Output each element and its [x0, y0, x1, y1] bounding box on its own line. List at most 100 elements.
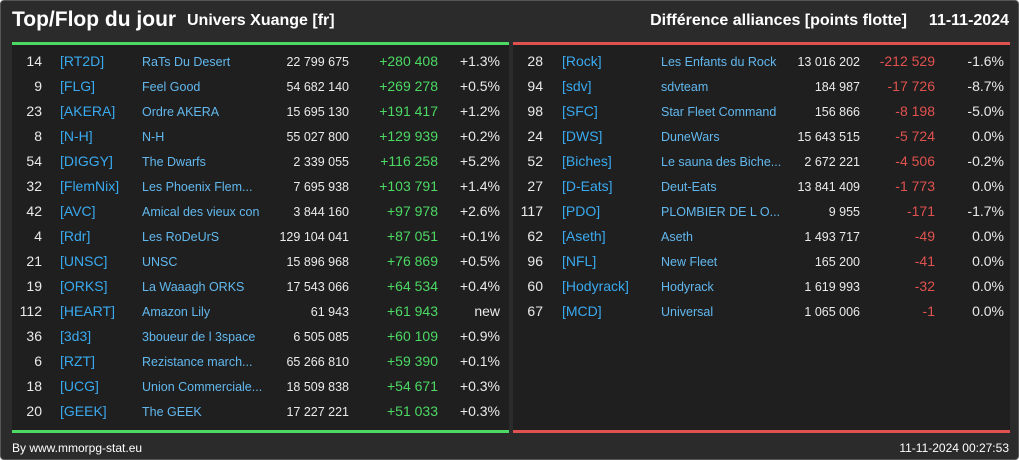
alliance-tag-link[interactable]: [HEART]	[60, 303, 115, 319]
alliance-name-link[interactable]: Hodyrack	[661, 280, 714, 294]
rank-cell: 32	[26, 178, 42, 194]
points-cell: 165 200	[814, 255, 860, 269]
alliance-tag-link[interactable]: [FLG]	[60, 78, 96, 94]
alliance-tag-link[interactable]: [N-H]	[60, 128, 93, 144]
percent-cell: -1.6%	[967, 53, 1004, 69]
points-cell: 61 943	[310, 305, 349, 319]
alliance-tag-link[interactable]: [D-Eats]	[562, 178, 613, 194]
points-cell: 3 844 160	[293, 205, 349, 219]
alliance-name-link[interactable]: RaTs Du Desert	[142, 55, 231, 69]
rank-cell: 14	[26, 53, 42, 69]
rank-cell: 52	[527, 153, 543, 169]
alliance-name-link[interactable]: Feel Good	[142, 80, 201, 94]
percent-cell: +0.3%	[459, 403, 500, 419]
alliance-tag-link[interactable]: [Aseth]	[562, 228, 606, 244]
alliance-tag-link[interactable]: [UCG]	[60, 378, 99, 394]
table-row: 18 [UCG] Union Commerciale... 18 509 838 +54…	[12, 374, 509, 399]
alliance-name-link[interactable]: Le sauna des Biche...	[661, 155, 782, 169]
alliance-name-link[interactable]: Star Fleet Command	[661, 105, 777, 119]
table-row: 14 [RT2D] RaTs Du Desert 22 799 675 +280 408…	[12, 49, 509, 74]
difference-cell: +76 869	[387, 253, 438, 269]
alliance-tag-link[interactable]: [ORKS]	[60, 278, 108, 294]
table-row: 20 [GEEK] The GEEK 17 227 221 +51 033 +0.3%	[12, 399, 509, 424]
alliance-tag-link[interactable]: [AVC]	[60, 203, 96, 219]
alliance-tag-link[interactable]: [Rock]	[562, 53, 602, 69]
alliance-name-link[interactable]: The Dwarfs	[142, 155, 206, 169]
points-cell: 1 619 993	[804, 280, 860, 294]
alliance-tag-link[interactable]: [RT2D]	[60, 53, 105, 69]
difference-cell: +116 258	[380, 153, 438, 169]
alliance-name-link[interactable]: N-H	[142, 130, 165, 144]
alliance-tag-link[interactable]: [DWS]	[562, 128, 603, 144]
alliance-tag-link[interactable]: [PDO]	[562, 203, 601, 219]
alliance-name-link[interactable]: sdvteam	[661, 80, 709, 94]
points-cell: 2 339 055	[293, 155, 349, 169]
alliance-name-link[interactable]: UNSC	[142, 255, 178, 269]
alliance-tag-link[interactable]: [Hodyrack]	[562, 278, 629, 294]
difference-cell: +64 534	[387, 278, 438, 294]
table-row: 94 [sdv] sdvteam 184 987 -17 726 -8.7%	[513, 74, 1010, 99]
alliance-tag-link[interactable]: [MCD]	[562, 303, 602, 319]
alliance-name-link[interactable]: La Waaagh ORKS	[142, 280, 245, 294]
alliance-name-link[interactable]: Aseth	[661, 230, 693, 244]
percent-cell: +0.4%	[459, 278, 500, 294]
alliance-tag-link[interactable]: [UNSC]	[60, 253, 108, 269]
alliance-name-link[interactable]: Les Phoenix Flem...	[142, 180, 253, 194]
points-cell: 184 987	[814, 80, 860, 94]
alliance-name-link[interactable]: 3boueur de l 3space	[142, 330, 256, 344]
percent-cell: 0.0%	[972, 128, 1004, 144]
points-cell: 9 955	[828, 205, 860, 219]
alliance-name-link[interactable]: Deut-Eats	[661, 180, 717, 194]
alliance-name-link[interactable]: Universal	[661, 305, 714, 319]
rank-cell: 8	[34, 128, 42, 144]
alliance-tag-link[interactable]: [RZT]	[60, 353, 95, 369]
points-cell: 1 493 717	[804, 230, 860, 244]
alliance-tag-link[interactable]: [GEEK]	[60, 403, 107, 419]
table-row: 36 [3d3] 3boueur de l 3space 6 505 085 +60 1…	[12, 324, 509, 349]
alliance-tag-link[interactable]: [Rdr]	[60, 228, 91, 244]
difference-cell: -49	[914, 228, 935, 244]
rank-cell: 28	[527, 53, 543, 69]
rank-cell: 94	[527, 78, 543, 94]
source-link[interactable]: By www.mmorpg-stat.eu	[12, 441, 143, 455]
rank-cell: 23	[26, 103, 42, 119]
alliance-name-link[interactable]: Ordre AKERA	[142, 105, 220, 119]
difference-cell: +60 109	[387, 328, 438, 344]
percent-cell: +2.6%	[459, 203, 500, 219]
rank-cell: 4	[34, 228, 42, 244]
alliance-tag-link[interactable]: [FlemNix]	[60, 178, 120, 194]
alliance-name-link[interactable]: PLOMBIER DE L O...	[661, 205, 781, 219]
alliance-tag-link[interactable]: [sdv]	[562, 78, 592, 94]
difference-cell: +280 408	[379, 53, 438, 69]
alliance-tag-link[interactable]: [AKERA]	[60, 103, 116, 119]
alliance-name-link[interactable]: Les Enfants du Rock	[661, 55, 777, 69]
alliance-name-link[interactable]: Amazon Lily	[142, 305, 211, 319]
header: Top/Flop du jour Univers Xuange [fr] Dif…	[1, 1, 1018, 41]
difference-cell: +269 278	[379, 78, 438, 94]
alliance-tag-link[interactable]: [SFC]	[562, 103, 598, 119]
table-row: 67 [MCD] Universal 1 065 006 -1 0.0%	[513, 299, 1010, 324]
percent-cell: -0.2%	[967, 153, 1004, 169]
points-cell: 156 866	[814, 105, 860, 119]
alliance-name-link[interactable]: New Fleet	[661, 255, 718, 269]
percent-cell: 0.0%	[972, 178, 1004, 194]
points-cell: 15 896 968	[286, 255, 349, 269]
alliance-name-link[interactable]: Rezistance march...	[142, 355, 253, 369]
alliance-tag-link[interactable]: [Biches]	[562, 153, 612, 169]
header-date: 11-11-2024	[928, 12, 1009, 29]
footer-timestamp: 11-11-2024 00:27:53	[899, 441, 1009, 455]
percent-cell: new	[474, 303, 500, 319]
alliance-name-link[interactable]: Amical des vieux con	[142, 205, 260, 219]
alliance-tag-link[interactable]: [DIGGY]	[60, 153, 113, 169]
alliance-tag-link[interactable]: [3d3]	[60, 328, 92, 344]
top-list: 14 [RT2D] RaTs Du Desert 22 799 675 +280 408…	[12, 49, 509, 424]
difference-cell: +87 051	[387, 228, 438, 244]
table-row: 23 [AKERA] Ordre AKERA 15 695 130 +191 417 +1…	[12, 99, 509, 124]
alliance-name-link[interactable]: Union Commerciale...	[142, 380, 263, 394]
alliance-name-link[interactable]: DuneWars	[661, 130, 720, 144]
alliance-tag-link[interactable]: [NFL]	[562, 253, 597, 269]
alliance-name-link[interactable]: Les RoDeUrS	[142, 230, 220, 244]
table-row: 9 [FLG] Feel Good 54 682 140 +269 278 +0.5%	[12, 74, 509, 99]
alliance-name-link[interactable]: The GEEK	[142, 405, 202, 419]
difference-cell: -41	[914, 253, 935, 269]
